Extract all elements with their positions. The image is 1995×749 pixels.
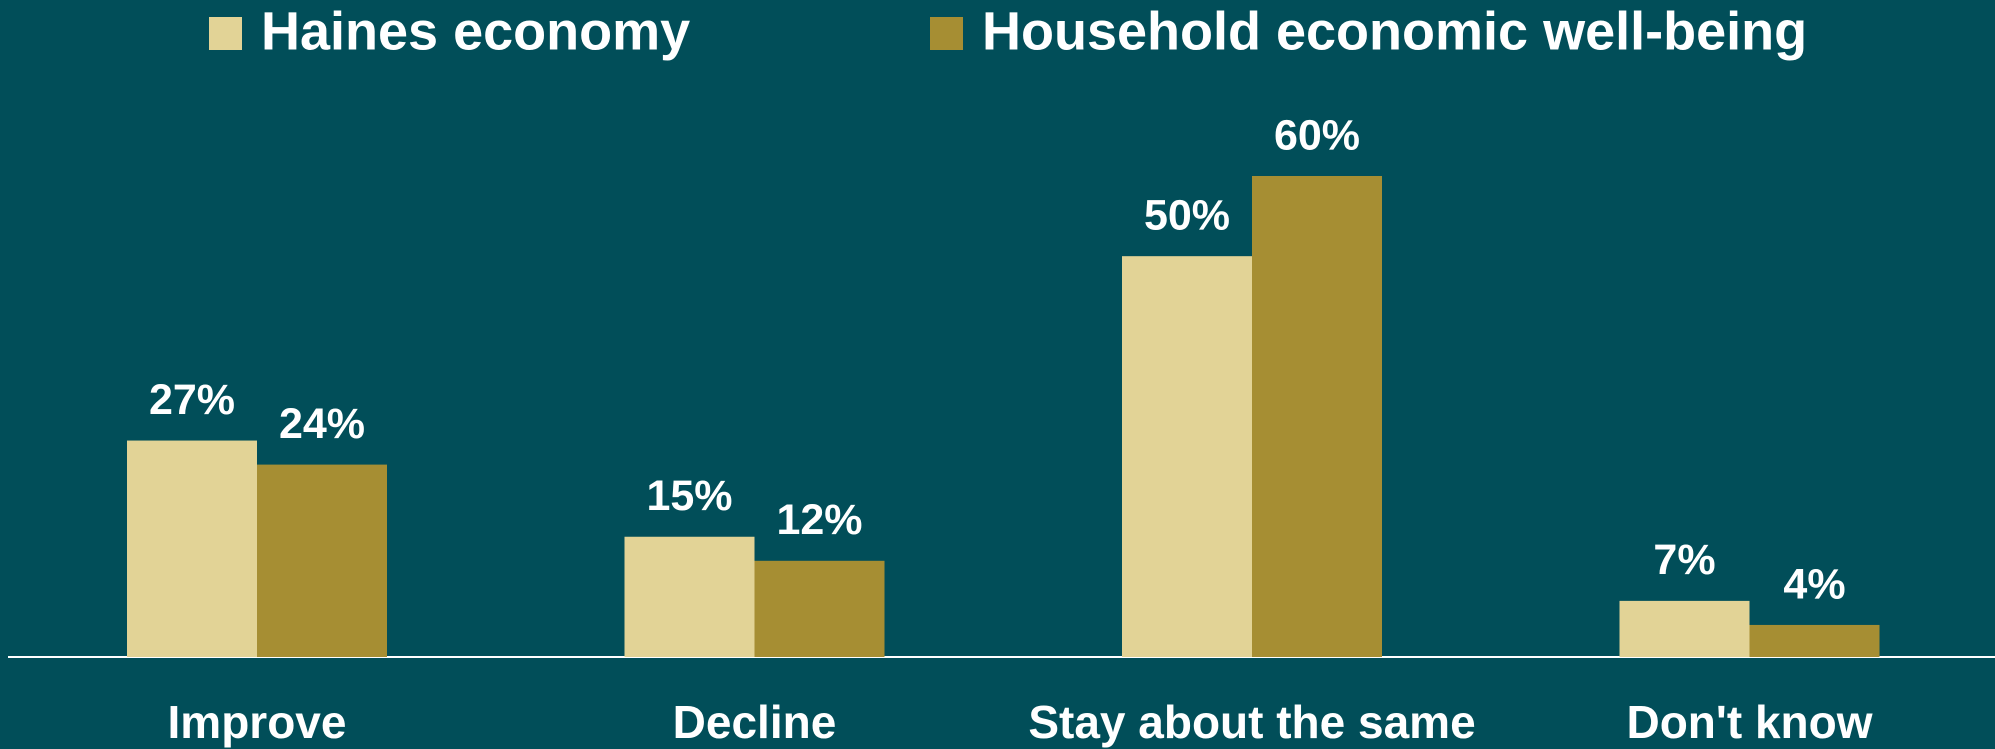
x-tick-label: Stay about the same bbox=[1028, 696, 1475, 748]
data-label: 24% bbox=[279, 400, 365, 448]
bar bbox=[624, 536, 755, 657]
data-label: 7% bbox=[1653, 536, 1715, 584]
x-tick-label: Improve bbox=[168, 696, 347, 748]
bar bbox=[754, 560, 885, 657]
legend-swatch bbox=[209, 17, 242, 50]
data-label: 12% bbox=[776, 496, 862, 544]
bar bbox=[127, 440, 257, 657]
x-tick-label: Decline bbox=[673, 696, 837, 748]
bar bbox=[1252, 176, 1382, 657]
data-label: 4% bbox=[1783, 560, 1845, 608]
bar bbox=[1122, 256, 1252, 657]
data-label: 27% bbox=[149, 376, 235, 424]
legend-swatch bbox=[930, 17, 963, 50]
legend-label: Haines economy bbox=[261, 1, 690, 61]
data-label: 15% bbox=[646, 472, 732, 520]
bar bbox=[1619, 600, 1750, 657]
data-label: 50% bbox=[1144, 192, 1230, 240]
bar bbox=[257, 464, 387, 657]
bar bbox=[1749, 624, 1880, 657]
data-label: 60% bbox=[1274, 111, 1360, 159]
x-tick-label: Don't know bbox=[1626, 696, 1872, 748]
legend-label: Household economic well-being bbox=[982, 1, 1807, 61]
